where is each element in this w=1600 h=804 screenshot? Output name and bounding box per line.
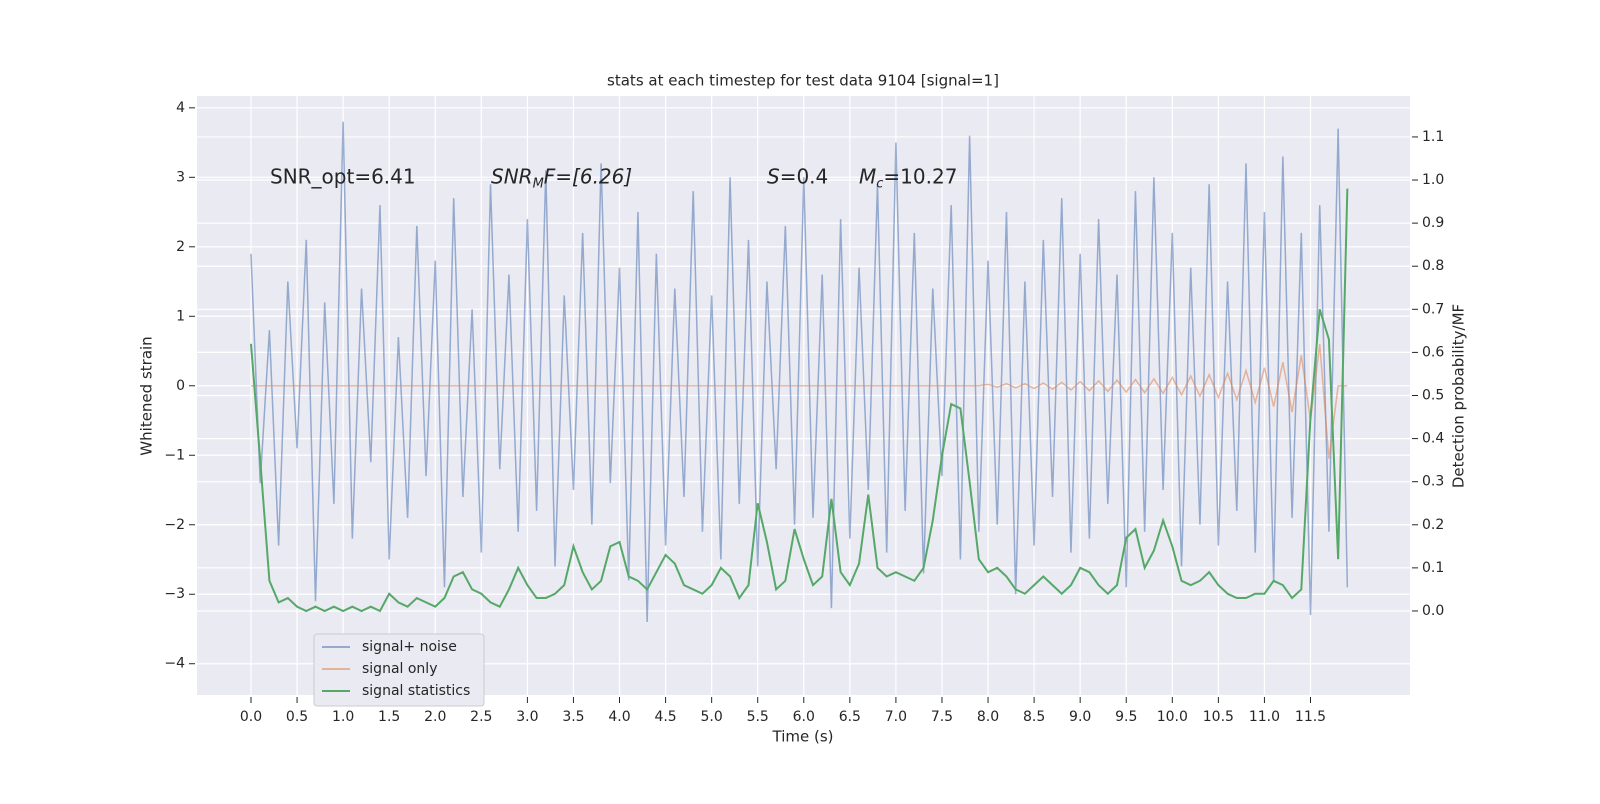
annotation: SNR_opt=6.41 <box>270 164 416 188</box>
y2-tick-label: 0.6 <box>1422 344 1444 360</box>
y-tick-label: −1 <box>164 447 185 463</box>
series-line <box>249 188 1349 613</box>
x-tick-label: 8.5 <box>1023 709 1045 725</box>
annotation-part: SNR <box>491 164 533 188</box>
y2-tick-label: 0.5 <box>1422 388 1444 404</box>
x-tick-label: 0.5 <box>286 709 308 725</box>
y2-tick-label: 0.8 <box>1422 258 1444 274</box>
annotation-part: M <box>533 176 544 191</box>
annotation-part: F=[6.26] <box>544 164 632 188</box>
legend-label: signal+ noise <box>362 639 457 655</box>
y2-tick-label: 0.2 <box>1422 517 1444 533</box>
y2-tick-label: 1.0 <box>1422 172 1444 188</box>
y2-tick-label: 0.0 <box>1422 603 1444 619</box>
y2-tick-label: 0.1 <box>1422 560 1444 576</box>
y2-tick-label: 0.3 <box>1422 474 1444 490</box>
x-tick-label: 10.5 <box>1203 709 1234 725</box>
x-tick-label: 6.0 <box>793 709 815 725</box>
annotation-part: M <box>859 164 876 188</box>
legend-box <box>313 633 485 707</box>
x-tick-label: 5.0 <box>701 709 723 725</box>
chart-title: stats at each timestep for test data 910… <box>607 72 999 90</box>
x-tick-label: 5.5 <box>747 709 769 725</box>
annotation-part: =0.4 <box>780 164 829 188</box>
y2-tick-label: 1.1 <box>1422 129 1444 145</box>
y-tick-label: −2 <box>164 517 185 533</box>
x-axis-label: Time (s) <box>772 728 834 746</box>
annotation: Mc=10.27 <box>859 164 957 191</box>
legend-label: signal only <box>362 661 437 677</box>
x-tick-label: 1.5 <box>378 709 400 725</box>
annotations: SNR_opt=6.41 SNRMF=[6.26] S=0.4 Mc=10.27 <box>270 164 957 191</box>
x-tick-label: 8.0 <box>977 709 999 725</box>
x-tick-label: 4.5 <box>654 709 676 725</box>
annotation-part: SNR_opt=6.41 <box>270 164 416 188</box>
y-tick-label: 4 <box>176 100 185 116</box>
x-tick-label: 1.0 <box>332 709 354 725</box>
series-line <box>250 121 1349 623</box>
x-tick-label: 9.0 <box>1069 709 1091 725</box>
y-tick-label: 2 <box>176 239 185 255</box>
annotation-part: S <box>767 164 780 188</box>
annotation-part: =10.27 <box>883 164 957 188</box>
x-tick-label: 10.0 <box>1157 709 1188 725</box>
y2-tick-label: 0.7 <box>1422 301 1444 317</box>
annotation: S=0.4 <box>767 164 828 188</box>
x-tick-label: 2.5 <box>470 709 492 725</box>
x-tick-label: 4.0 <box>608 709 630 725</box>
y2-tick-label: 0.4 <box>1422 431 1444 447</box>
x-tick-label: 11.0 <box>1249 709 1280 725</box>
x-tick-label: 9.5 <box>1115 709 1137 725</box>
y-axis-label: Whitened strain <box>138 336 156 455</box>
annotation-part: c <box>876 176 883 191</box>
marks <box>249 121 1349 623</box>
legend-label: signal statistics <box>362 683 470 699</box>
x-tick-label: 11.5 <box>1295 709 1326 725</box>
series-line <box>250 343 1348 459</box>
y-tick-label: 1 <box>176 308 185 324</box>
x-tick-label: 0.0 <box>240 709 262 725</box>
legend: signal+ noise signal only signal statistic… <box>313 633 485 707</box>
grid <box>197 96 1410 695</box>
x-tick-label: 7.5 <box>931 709 953 725</box>
x-tick-label: 3.0 <box>516 709 538 725</box>
x-tick-label: 7.0 <box>885 709 907 725</box>
y-tick-label: −4 <box>164 656 185 672</box>
y-tick-label: −3 <box>164 586 185 602</box>
y2-axis-label: Detection probability/MF <box>1450 304 1468 488</box>
annotation: SNRMF=[6.26] <box>491 164 632 191</box>
y2-tick-label: 0.9 <box>1422 215 1444 231</box>
y-tick-label: 0 <box>176 378 185 394</box>
x-tick-label: 6.5 <box>839 709 861 725</box>
y-tick-label: 3 <box>176 169 185 185</box>
ticks: 0.0 0.5 1.0 1.5 2.0 2.5 3.0 3.5 4.0 4.5 5.0 5.5 6.0 6… <box>164 100 1444 725</box>
x-tick-label: 2.0 <box>424 709 446 725</box>
x-tick-label: 3.5 <box>562 709 584 725</box>
